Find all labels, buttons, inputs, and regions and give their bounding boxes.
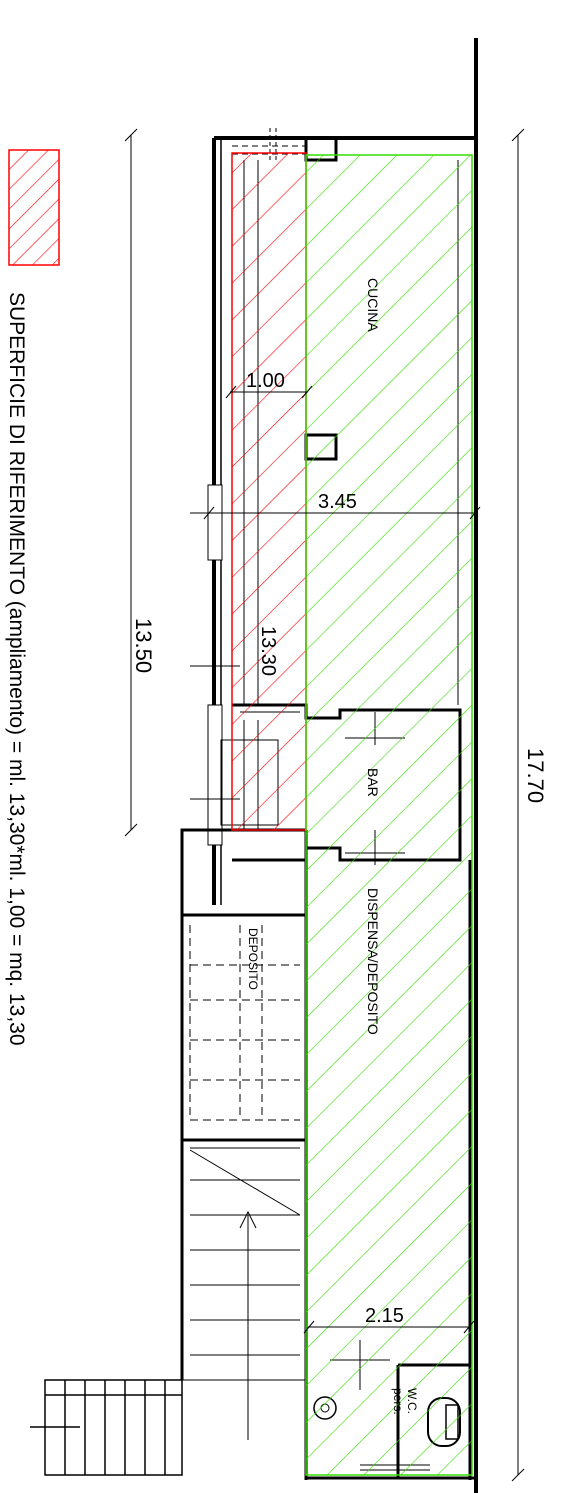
dimension-hatched-length: 13.30	[257, 626, 279, 676]
room-label-deposito: DEPOSITO	[246, 928, 260, 990]
existing-area-hatch	[305, 154, 473, 1476]
room-label-bar: BAR	[365, 768, 381, 797]
reference-area-hatch	[231, 152, 307, 831]
overall-dimension: 17.70	[511, 128, 548, 1482]
room-label-cucina: CUCINA	[365, 278, 381, 332]
dimension-kitchen-depth: 3.45	[318, 491, 357, 513]
room-label-dispensa: DISPENSA/DEPOSITO	[365, 888, 381, 1035]
dimension-overall-length: 17.70	[523, 748, 548, 803]
internal-dimensions: 1.00 3.45 2.15 13.30	[190, 370, 481, 1334]
reference-dimension: 13.50	[124, 128, 156, 837]
legend: SUPERFICIE DI RIFERIMENTO (ampliamento) …	[5, 149, 60, 1046]
legend-hatch-swatch	[8, 149, 60, 266]
legend-label: SUPERFICIE DI RIFERIMENTO (ampliamento) …	[5, 292, 28, 1046]
dimension-reference-length: 13.50	[131, 618, 156, 673]
dimension-hatched-width: 1.00	[246, 370, 285, 392]
dimension-service-depth: 2.15	[365, 1305, 404, 1327]
room-label-wc-pers: pers.	[391, 1388, 405, 1415]
room-label-wc: W.C.	[405, 1388, 419, 1414]
